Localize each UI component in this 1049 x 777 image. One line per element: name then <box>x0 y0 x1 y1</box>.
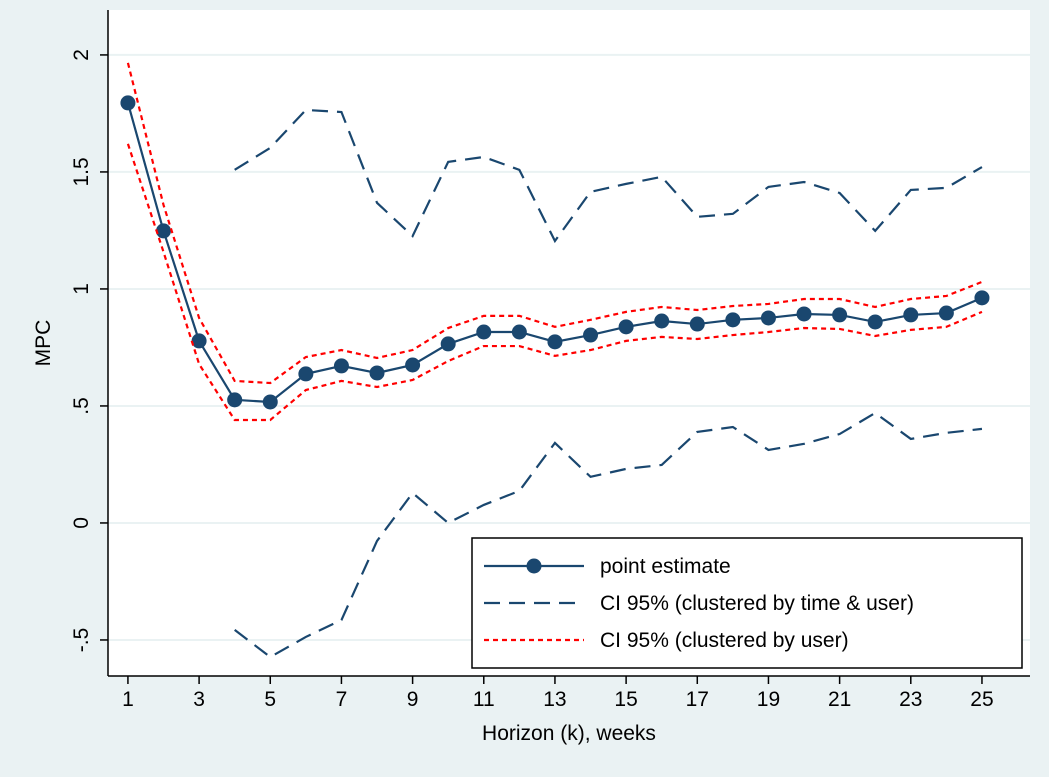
legend-marker <box>526 558 542 574</box>
x-tick-label: 5 <box>264 688 276 711</box>
x-tick-label: 11 <box>473 688 495 711</box>
y-tick-label: -.5 <box>70 628 93 653</box>
point-marker <box>440 336 456 352</box>
point-marker <box>796 306 812 322</box>
y-tick-label: .5 <box>70 397 93 415</box>
point-marker <box>618 319 634 335</box>
x-tick-label: 7 <box>336 688 348 711</box>
x-tick-label: 21 <box>828 688 851 711</box>
x-tick-label: 9 <box>407 688 419 711</box>
y-tick-label: 1 <box>70 283 93 295</box>
y-tick-label: 0 <box>70 517 93 529</box>
legend-label: point estimate <box>600 555 731 578</box>
point-marker <box>974 290 990 306</box>
legend-label: CI 95% (clustered by time & user) <box>600 592 914 615</box>
point-marker <box>227 392 243 408</box>
point-marker <box>725 312 741 328</box>
point-marker <box>583 327 599 343</box>
point-marker <box>156 223 172 239</box>
point-marker <box>654 313 670 329</box>
point-marker <box>298 366 314 382</box>
x-tick-label: 3 <box>193 688 205 711</box>
series-line <box>234 108 983 244</box>
point-marker <box>867 314 883 330</box>
series-line <box>126 143 983 422</box>
x-tick-label: 15 <box>614 688 637 711</box>
point-marker <box>191 333 207 349</box>
y-tick-label: 1.5 <box>70 157 93 186</box>
x-tick-label: 23 <box>899 688 922 711</box>
x-axis-label: Horizon (k), weeks <box>482 722 656 745</box>
x-tick-label: 1 <box>122 688 134 711</box>
y-tick-label: 2 <box>70 49 93 61</box>
point-marker <box>369 365 385 381</box>
y-axis-label: MPC <box>32 320 55 367</box>
point-marker <box>476 324 492 340</box>
series-line <box>126 62 983 385</box>
point-marker <box>689 316 705 332</box>
legend-label: CI 95% (clustered by user) <box>600 629 849 652</box>
point-marker <box>760 310 776 326</box>
point-marker <box>262 394 278 410</box>
x-tick-label: 19 <box>757 688 780 711</box>
x-tick-label: 25 <box>970 688 993 711</box>
point-marker <box>832 307 848 323</box>
point-marker <box>405 357 421 373</box>
point-marker <box>938 305 954 321</box>
point-marker <box>547 334 563 350</box>
point-marker <box>903 307 919 323</box>
x-tick-label: 17 <box>686 688 709 711</box>
point-marker <box>333 358 349 374</box>
point-marker <box>120 95 136 111</box>
x-tick-label: 13 <box>543 688 566 711</box>
point-marker <box>511 324 527 340</box>
